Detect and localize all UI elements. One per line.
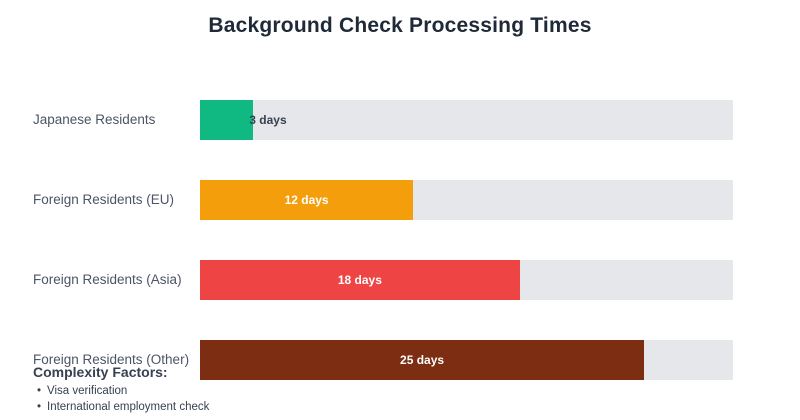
bar-row: Foreign Residents (Other) 25 days [0,340,800,380]
bullet-icon: • [37,401,42,413]
bar-row: Foreign Residents (EU) 12 days [0,180,800,220]
category-label: Foreign Residents (Other) [33,352,190,367]
bar-value-label: 3 days [249,113,287,127]
bar: 12 days [200,180,414,220]
category-label: Foreign Residents (EU) [33,192,175,207]
category-label: Japanese Residents [33,112,156,127]
bar-value-label: 12 days [284,193,329,207]
bar-value-label: 25 days [400,353,445,367]
bar-value-label: 18 days [337,273,382,287]
bullet-icon: • [37,385,42,397]
bar-row: Japanese Residents 3 days [0,100,800,140]
list-item: • Visa verification [33,385,333,397]
chart-title: Background Check Processing Times [208,14,592,37]
bullet-text: Visa verification [47,385,128,397]
bar-row: Foreign Residents (Asia) 18 days [0,260,800,300]
bar [200,100,254,140]
bar-track: 12 days [200,180,733,220]
category-label: Foreign Residents (Asia) [33,272,182,287]
bar-track: 18 days [200,260,733,300]
bar: 18 days [200,260,520,300]
bullet-text: International employment check [47,401,210,413]
list-item: • International employment check [33,401,333,413]
annotation-heading: Complexity Factors: [33,364,168,380]
bar-track: 3 days [200,100,733,140]
bar: 25 days [200,340,645,380]
bar-track: 25 days [200,340,733,380]
complexity-factors-annotation: Complexity Factors: • Visa verification •… [33,364,333,417]
